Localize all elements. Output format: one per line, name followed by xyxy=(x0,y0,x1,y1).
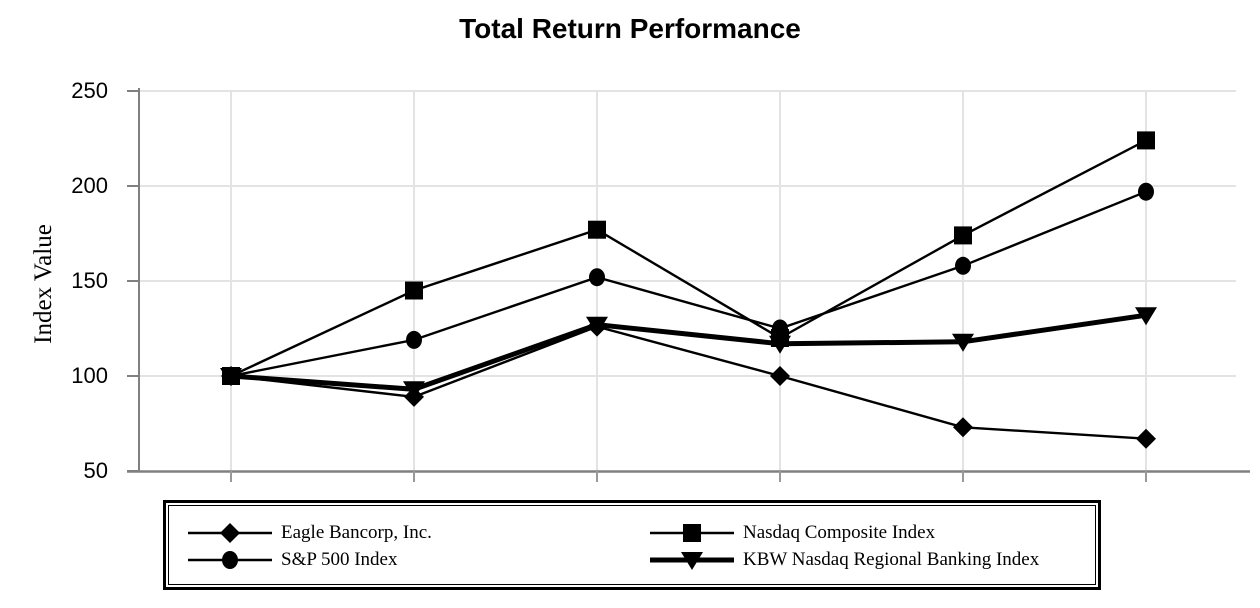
legend-box: Eagle Bancorp, Inc. S&P 500 Index Nasdaq C… xyxy=(163,500,1101,590)
legend-marker xyxy=(650,551,734,570)
y-tick-label: 250 xyxy=(71,78,108,103)
y-tick-label: 150 xyxy=(71,268,108,293)
legend-item: Nasdaq Composite Index xyxy=(650,519,1039,546)
legend-marker xyxy=(188,522,272,543)
triangle-down-marker-icon xyxy=(952,333,974,352)
legend-label: KBW Nasdaq Regional Banking Index xyxy=(743,548,1040,570)
legend-label: Eagle Bancorp, Inc. xyxy=(281,521,432,543)
legend-marker xyxy=(650,523,734,542)
legend-items: Eagle Bancorp, Inc. S&P 500 Index Nasdaq C… xyxy=(168,505,1096,585)
axes xyxy=(127,88,1250,482)
y-tick-label: 200 xyxy=(71,173,108,198)
circle-marker-icon xyxy=(589,268,605,287)
series-markers xyxy=(220,131,1157,449)
legend-label: Nasdaq Composite Index xyxy=(743,521,936,543)
diamond-marker-icon xyxy=(953,417,973,438)
square-marker-icon xyxy=(683,523,701,542)
triangle-down-marker-icon xyxy=(403,381,425,400)
legend-marker xyxy=(188,550,272,569)
legend-item: S&P 500 Index xyxy=(188,546,650,573)
chart-title: Total Return Performance xyxy=(459,13,801,44)
series-lines xyxy=(230,139,1147,440)
series-line xyxy=(230,190,1147,378)
square-marker-icon xyxy=(588,220,606,239)
diamond-marker-icon xyxy=(1136,428,1156,449)
y-tick-label: 50 xyxy=(83,458,108,483)
diamond-marker-icon xyxy=(770,366,790,386)
diamond-marker-icon xyxy=(220,522,240,543)
gridlines xyxy=(140,90,1236,471)
square-marker-icon xyxy=(405,281,423,300)
legend-column: Nasdaq Composite Index KBW Nasdaq Regiona… xyxy=(650,519,1039,584)
square-marker-icon xyxy=(771,329,789,347)
square-marker-icon xyxy=(954,226,972,245)
circle-marker-icon xyxy=(222,550,238,569)
circle-marker-icon xyxy=(1138,182,1154,201)
triangle-down-marker-icon xyxy=(681,551,703,570)
circle-marker-icon xyxy=(406,330,422,349)
y-tick-label: 100 xyxy=(71,363,108,388)
triangle-down-marker-icon xyxy=(586,316,608,335)
square-marker-icon xyxy=(222,367,240,385)
legend-column: Eagle Bancorp, Inc. S&P 500 Index xyxy=(188,519,650,584)
legend-item: KBW Nasdaq Regional Banking Index xyxy=(650,546,1039,573)
legend-label: S&P 500 Index xyxy=(281,548,398,570)
series-line xyxy=(230,139,1147,378)
circle-marker-icon xyxy=(955,256,971,275)
square-marker-icon xyxy=(1137,131,1155,150)
series-line xyxy=(230,325,1147,440)
legend-item: Eagle Bancorp, Inc. xyxy=(188,519,650,546)
series-line xyxy=(230,312,1147,392)
triangle-down-marker-icon xyxy=(1135,307,1157,326)
